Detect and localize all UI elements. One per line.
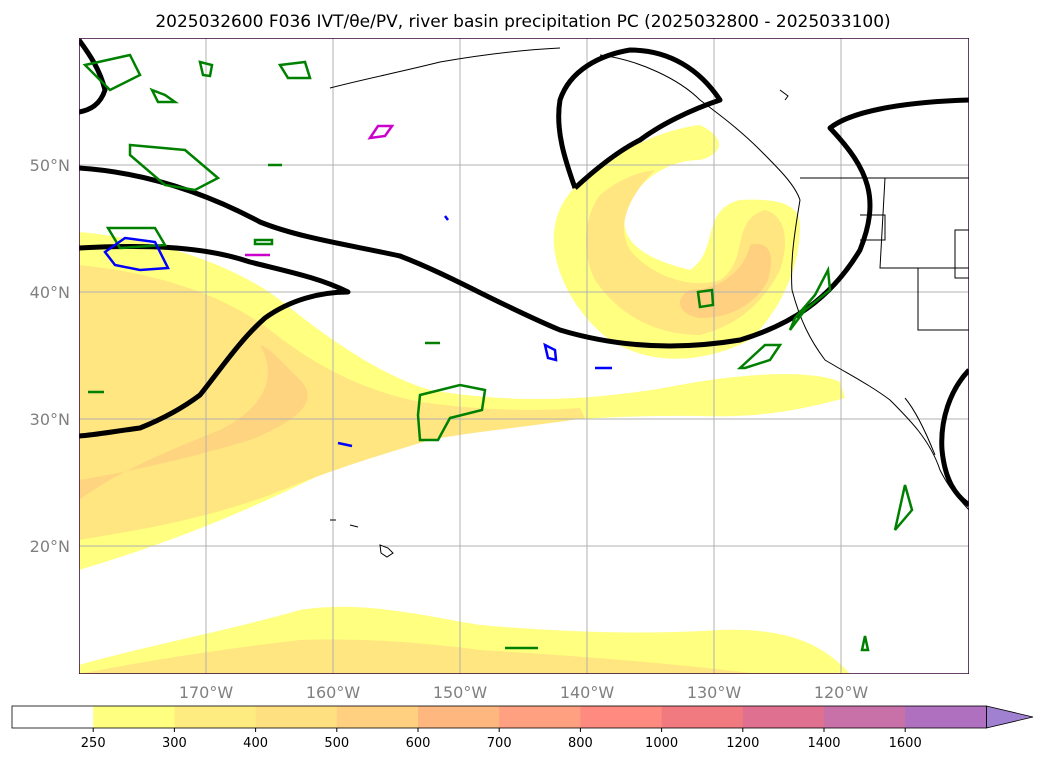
colorbar-tick-label: 1000 <box>645 736 678 751</box>
colorbar-segment <box>255 706 338 728</box>
lat-label: 30°N <box>30 410 70 429</box>
pv-contours-green <box>82 53 914 652</box>
colorbar-segment <box>12 706 94 728</box>
colorbar-tick-label: 300 <box>162 736 187 751</box>
map-panel <box>79 38 969 674</box>
theta-e-contours <box>79 38 969 508</box>
lat-label: 50°N <box>30 156 70 175</box>
colorbar-tick-label: 1600 <box>889 736 922 751</box>
pv-contours-magenta <box>245 124 395 257</box>
colorbar-tick-label: 500 <box>324 736 349 751</box>
colorbar-tick-label: 1400 <box>807 736 840 751</box>
ivt-plume-west-core <box>79 345 308 500</box>
lat-label: 20°N <box>30 537 70 556</box>
colorbar-segment <box>93 706 175 728</box>
lat-label: 40°N <box>30 283 70 302</box>
lon-label: 130°W <box>687 683 742 702</box>
ivt-comma-core <box>679 244 771 318</box>
coastlines <box>329 47 969 558</box>
colorbar-segment <box>742 706 825 728</box>
longitude-labels: 170°W 160°W 150°W 140°W 130°W 120°W <box>179 683 869 702</box>
lon-label: 120°W <box>814 683 869 702</box>
lon-label: 150°W <box>433 683 488 702</box>
colorbar-tick-label: 1200 <box>726 736 759 751</box>
pv-contours-blue <box>103 215 612 448</box>
colorbar-segment <box>499 706 581 728</box>
colorbar-segment <box>418 706 500 728</box>
lon-label: 160°W <box>306 683 361 702</box>
ivt-south-band-mid <box>79 639 760 674</box>
lon-label: 170°W <box>179 683 234 702</box>
chart-title: 2025032600 F036 IVT/θe/PV, river basin p… <box>155 12 890 32</box>
colorbar-segment <box>580 706 663 728</box>
colorbar-tick-label: 600 <box>406 736 431 751</box>
colorbar-tick-label: 700 <box>487 736 512 751</box>
colorbar-extend-arrow <box>986 705 1034 729</box>
colorbar-segment <box>905 706 987 728</box>
colorbar-tick-label: 400 <box>243 736 268 751</box>
colorbar: 250 300 400 500 600 700 800 1000 1200 1400 1600 <box>11 705 1034 751</box>
colorbar-tick-label: 800 <box>568 736 593 751</box>
colorbar-segment <box>336 706 419 728</box>
colorbar-segment <box>824 706 906 728</box>
colorbar-segment <box>661 706 744 728</box>
latitude-labels: 50°N 40°N 30°N 20°N <box>30 156 70 556</box>
colorbar-segment <box>174 706 257 728</box>
lon-label: 140°W <box>560 683 615 702</box>
colorbar-tick-label: 250 <box>81 736 106 751</box>
